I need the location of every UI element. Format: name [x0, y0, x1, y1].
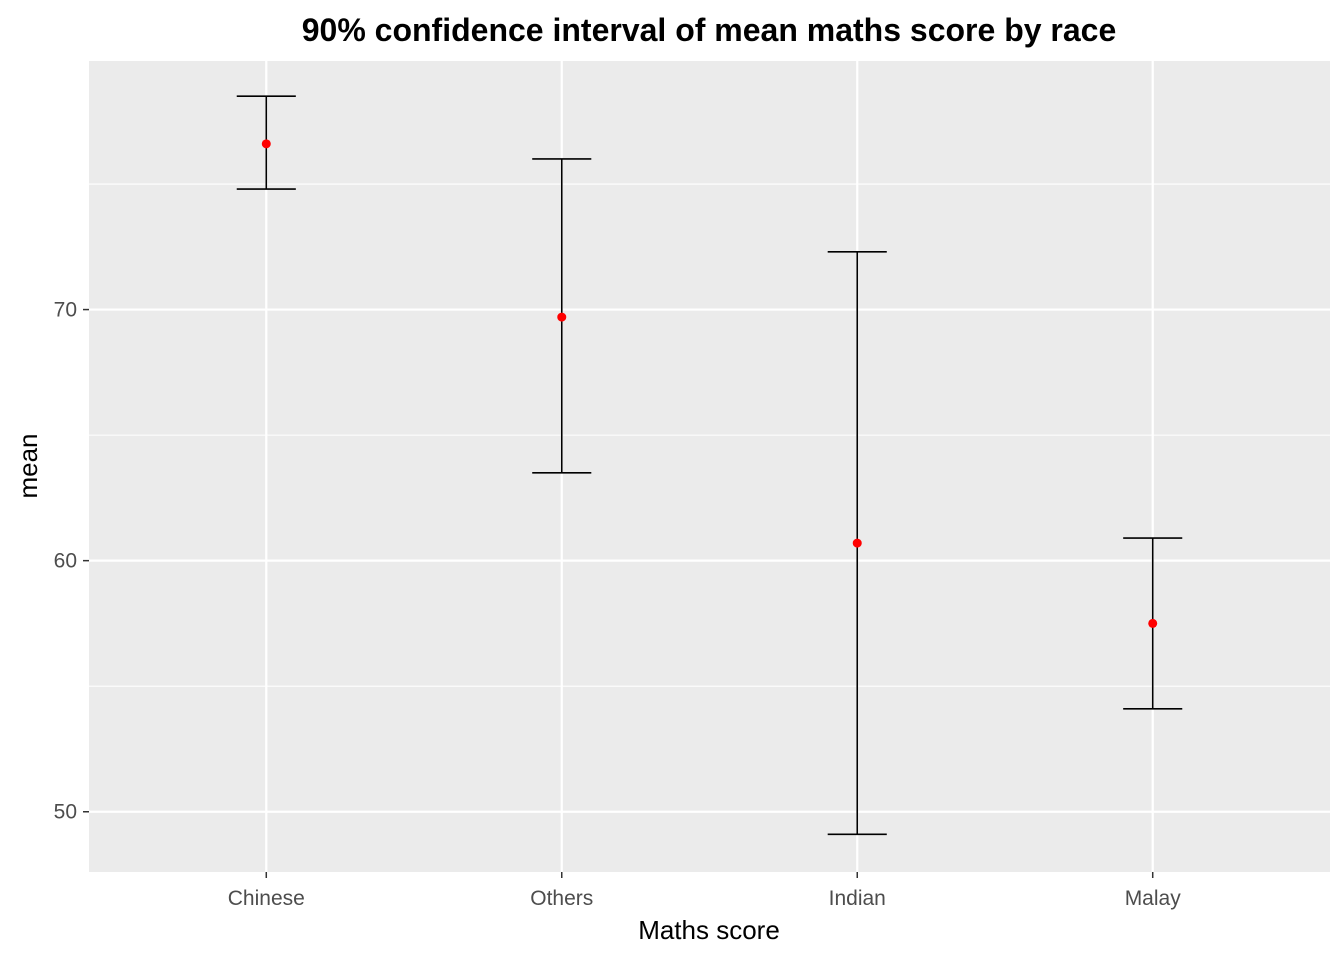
plot-panel [89, 61, 1330, 872]
mean-point-others [557, 312, 567, 322]
chart-title: 90% confidence interval of mean maths sc… [302, 12, 1117, 48]
x-tick-label: Indian [829, 887, 886, 910]
x-tick-label: Malay [1125, 887, 1182, 910]
mean-point-chinese [261, 139, 271, 149]
points [261, 139, 1158, 628]
x-axis-title: Maths score [638, 915, 780, 945]
grid-minor [89, 183, 1330, 687]
mean-point-indian [852, 538, 862, 548]
y-tick-label: 70 [54, 299, 77, 322]
x-tick-label: Chinese [228, 887, 305, 910]
y-tick-label: 60 [54, 550, 77, 573]
mean-point-malay [1148, 618, 1158, 628]
x-axis-ticks: Chinese Others Indian Malay [228, 872, 1181, 910]
y-axis-ticks: 50 60 70 [54, 299, 89, 824]
y-axis-title: mean [13, 433, 43, 498]
x-tick-label: Others [530, 887, 593, 910]
y-tick-label: 50 [54, 801, 77, 824]
